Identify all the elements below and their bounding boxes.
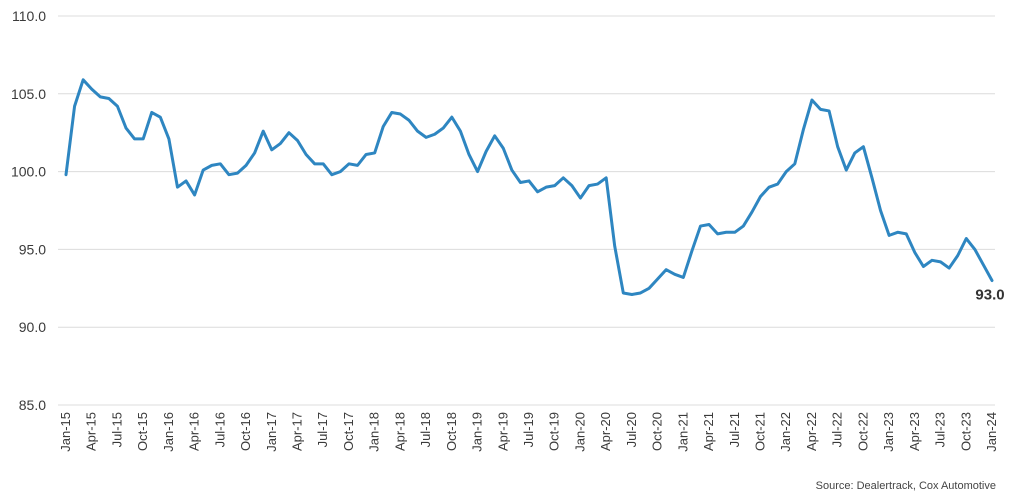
gridlines — [58, 15, 995, 406]
x-tick-label: Oct-16 — [238, 412, 253, 451]
y-tick-label: 85.0 — [19, 397, 46, 413]
x-tick-label: Jan-21 — [675, 412, 690, 452]
x-tick-label: Oct-22 — [855, 412, 870, 451]
x-tick-label: Jul-21 — [727, 412, 742, 447]
x-tick-label: Jul-23 — [933, 412, 948, 447]
x-tick-label: Jul-18 — [418, 412, 433, 447]
x-tick-label: Jul-20 — [624, 412, 639, 447]
x-tick-label: Jan-17 — [264, 412, 279, 452]
x-tick-label: Jan-15 — [58, 412, 73, 452]
x-tick-label: Jul-17 — [315, 412, 330, 447]
x-tick-label: Oct-18 — [444, 412, 459, 451]
x-tick-label: Apr-15 — [84, 412, 99, 451]
x-tick-label: Oct-21 — [753, 412, 768, 451]
x-tick-label: Oct-19 — [547, 412, 562, 451]
x-tick-label: Apr-16 — [187, 412, 202, 451]
x-tick-label: Oct-20 — [650, 412, 665, 451]
x-tick-label: Oct-23 — [958, 412, 973, 451]
x-tick-label: Apr-19 — [495, 412, 510, 451]
source-note: Source: Dealertrack, Cox Automotive — [815, 480, 996, 492]
x-axis-ticks: Jan-15 Apr-15 Jul-15 Oct-15 Jan-16 Apr-16 Jul-… — [58, 412, 999, 452]
x-tick-label: Apr-17 — [290, 412, 305, 451]
x-tick-label: Oct-15 — [135, 412, 150, 451]
y-axis-ticks: 85.0 90.0 95.0 100.0 105.0 110.0 — [11, 8, 46, 413]
y-tick-label: 90.0 — [19, 319, 46, 335]
y-tick-label: 105.0 — [11, 86, 46, 102]
series-line — [64, 78, 994, 297]
y-tick-label: 95.0 — [19, 241, 46, 257]
y-tick-label: 110.0 — [12, 8, 46, 24]
x-tick-label: Jul-22 — [830, 412, 845, 447]
x-tick-label: Jan-20 — [572, 412, 587, 452]
x-tick-label: Jan-23 — [881, 412, 896, 452]
x-tick-label: Jan-19 — [470, 412, 485, 452]
x-tick-label: Apr-22 — [804, 412, 819, 451]
x-tick-label: Jan-24 — [984, 412, 999, 452]
x-tick-label: Jan-16 — [161, 412, 176, 452]
x-tick-label: Apr-23 — [907, 412, 922, 451]
x-tick-label: Jul-19 — [521, 412, 536, 447]
x-tick-label: Jul-15 — [109, 412, 124, 447]
x-tick-label: Apr-21 — [701, 412, 716, 451]
x-tick-label: Jan-22 — [778, 412, 793, 452]
x-tick-label: Jul-16 — [212, 412, 227, 447]
x-tick-label: Oct-17 — [341, 412, 356, 451]
x-tick-label: Jan-18 — [367, 412, 382, 452]
end-value-label: 93.0 — [975, 287, 1004, 304]
y-tick-label: 100.0 — [11, 164, 46, 180]
x-tick-label: Apr-18 — [392, 412, 407, 451]
x-tick-label: Apr-20 — [598, 412, 613, 451]
